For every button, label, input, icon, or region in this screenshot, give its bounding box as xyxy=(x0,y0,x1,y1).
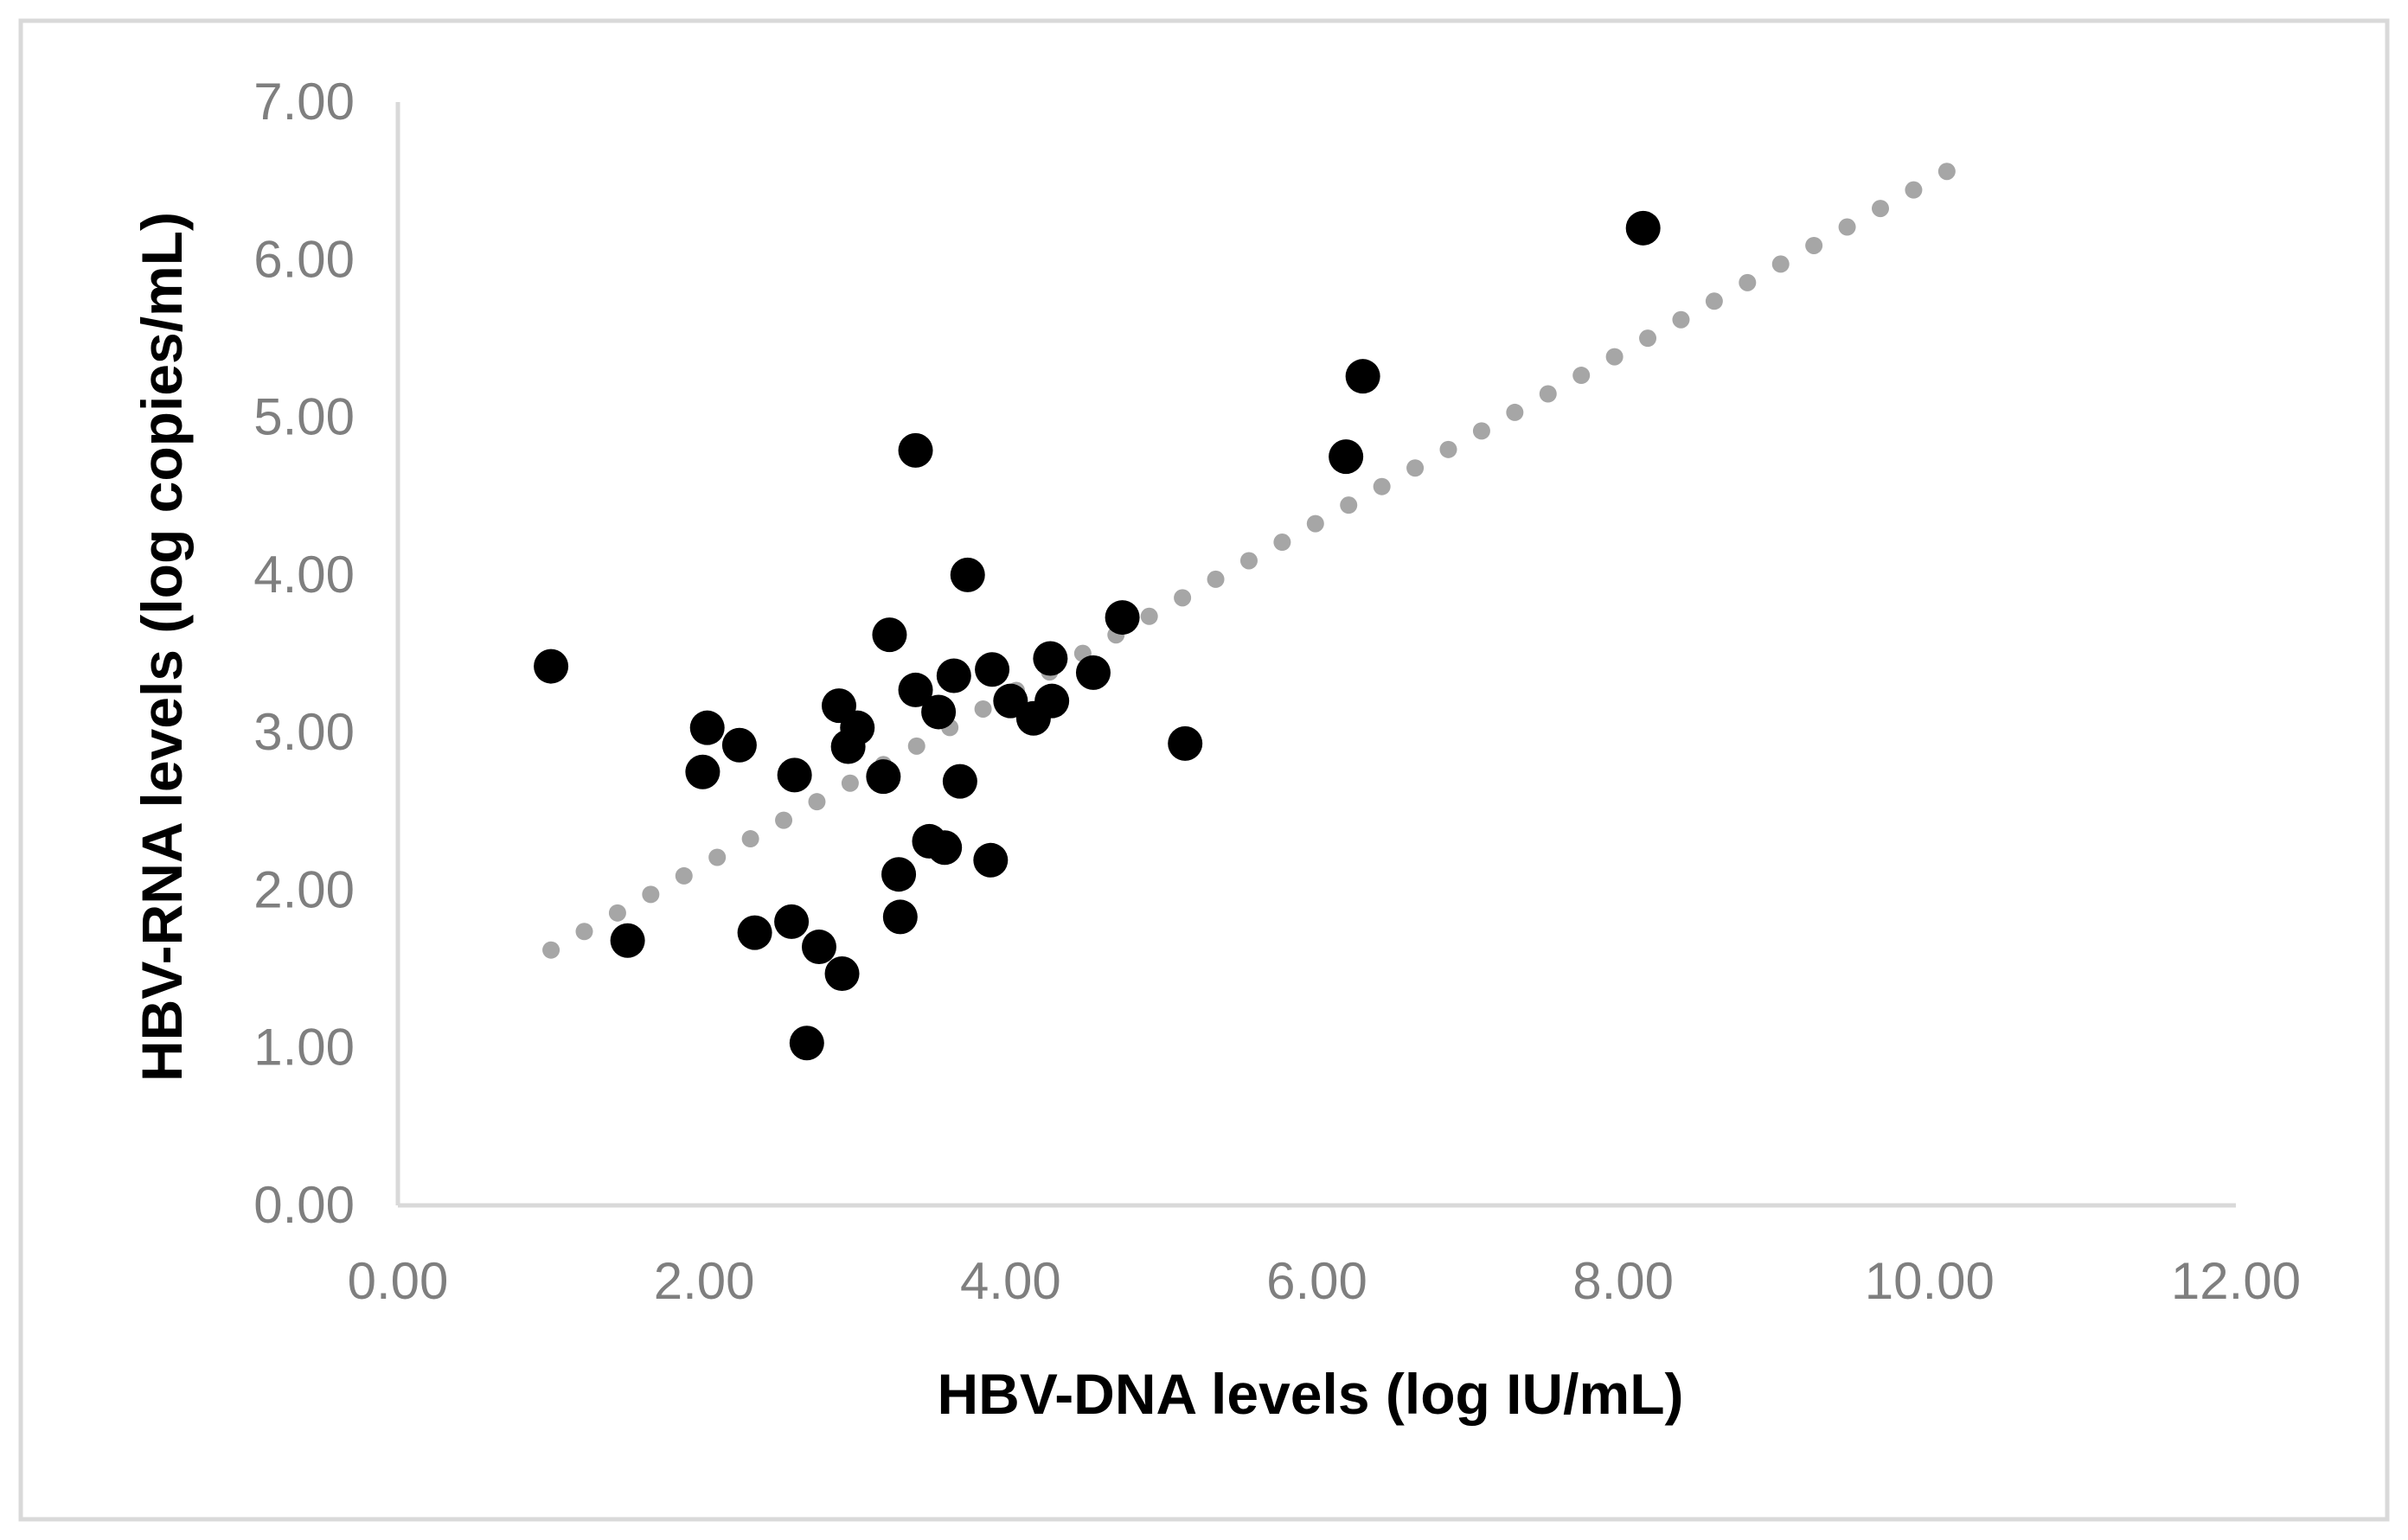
data-point xyxy=(950,557,985,592)
data-point xyxy=(534,649,569,684)
y-tick-label: 5.00 xyxy=(253,388,355,446)
data-point xyxy=(898,672,933,707)
data-point xyxy=(610,923,645,958)
x-tick-label: 2.00 xyxy=(654,1252,755,1310)
x-tick-label: 0.00 xyxy=(348,1252,449,1310)
y-tick-label: 2.00 xyxy=(253,860,355,918)
axes xyxy=(395,102,2236,1208)
data-point xyxy=(1075,655,1111,690)
y-tick-label: 7.00 xyxy=(253,73,355,131)
data-point xyxy=(881,857,917,892)
data-point xyxy=(1034,683,1070,719)
data-point xyxy=(1329,439,1364,475)
data-point xyxy=(942,764,977,799)
data-point xyxy=(801,930,836,965)
x-tick-label: 12.00 xyxy=(2171,1252,2301,1310)
data-point xyxy=(774,904,810,939)
data-point xyxy=(689,710,725,745)
data-point xyxy=(872,617,907,653)
trendline-layer xyxy=(542,159,1962,959)
x-tick-labels: 0.00 2.00 4.00 6.00 8.00 10.00 12.00 xyxy=(348,1252,2301,1310)
y-tick-labels: 0.00 1.00 2.00 3.00 4.00 5.00 6.00 7.00 xyxy=(253,73,355,1234)
data-point xyxy=(898,432,933,468)
y-tick-label: 1.00 xyxy=(253,1019,355,1077)
data-point xyxy=(1105,600,1140,636)
chart-border xyxy=(18,18,2390,1522)
data-point xyxy=(882,899,918,935)
data-point xyxy=(1345,359,1380,394)
data-point xyxy=(866,759,901,795)
points-layer xyxy=(534,210,1661,1061)
data-point xyxy=(824,956,860,992)
data-point xyxy=(921,694,957,730)
data-point xyxy=(840,710,875,745)
data-point xyxy=(927,830,963,866)
data-point xyxy=(1625,210,1661,246)
data-point xyxy=(777,757,812,793)
x-tick-label: 8.00 xyxy=(1572,1252,1674,1310)
y-tick-label: 3.00 xyxy=(253,703,355,761)
data-point xyxy=(973,842,1009,878)
x-tick-label: 4.00 xyxy=(960,1252,1061,1310)
data-point xyxy=(789,1026,824,1061)
y-tick-label: 0.00 xyxy=(253,1176,355,1234)
data-point xyxy=(975,652,1010,687)
data-point xyxy=(936,658,971,693)
data-point xyxy=(721,727,757,763)
data-point xyxy=(1033,641,1068,676)
y-tick-label: 4.00 xyxy=(253,546,355,604)
trendline xyxy=(542,159,1962,959)
x-tick-label: 6.00 xyxy=(1266,1252,1367,1310)
x-axis-title: HBV-DNA levels (log IU/mL) xyxy=(938,1362,1684,1426)
data-point xyxy=(737,915,772,950)
x-tick-label: 10.00 xyxy=(1865,1252,1995,1310)
data-point xyxy=(685,754,720,789)
data-point xyxy=(1168,725,1203,761)
y-axis-title: HBV-RNA levels (log copies/mL) xyxy=(130,212,194,1082)
y-tick-label: 6.00 xyxy=(253,230,355,288)
